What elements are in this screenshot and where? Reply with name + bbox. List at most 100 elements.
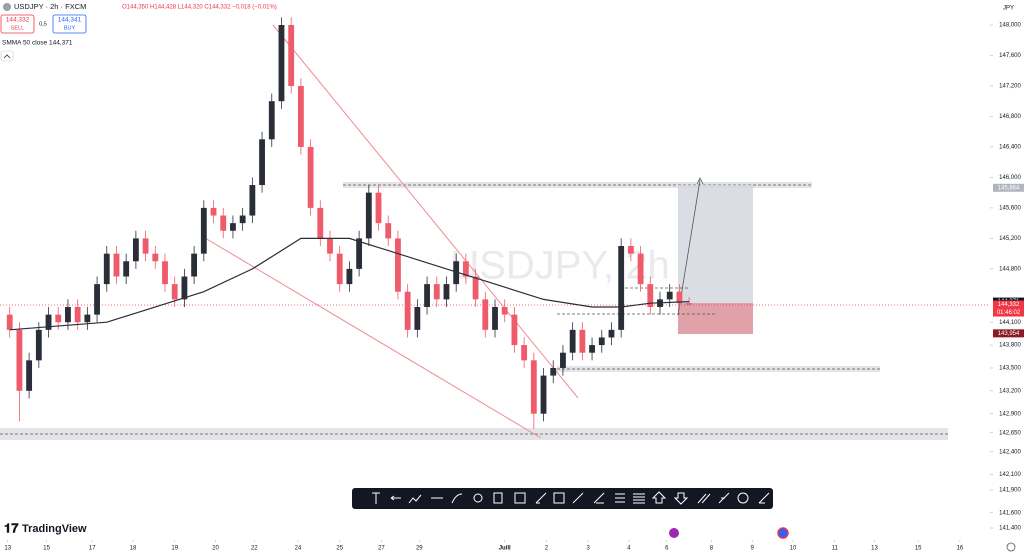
- x-tick-label: 2: [545, 546, 549, 552]
- candle-body: [142, 238, 149, 254]
- candle-body: [356, 238, 363, 269]
- tool-circle[interactable]: [473, 493, 483, 503]
- plot: [6, 17, 693, 429]
- tool-text[interactable]: [372, 492, 380, 504]
- y-tick-label: 143,500: [999, 366, 1021, 372]
- candle-body: [239, 215, 246, 224]
- price-tag-label: 145,864: [998, 185, 1020, 191]
- tool-ruler[interactable]: [718, 492, 730, 504]
- candle-body: [608, 329, 615, 338]
- x-tick-label: 16: [957, 546, 964, 552]
- y-tick-label: 146,400: [999, 145, 1021, 151]
- candle-body: [268, 101, 275, 140]
- price-tag-label: 144,332: [998, 302, 1020, 308]
- resistance-zone: [343, 182, 812, 188]
- tool-fib[interactable]: [615, 493, 625, 503]
- candle-body: [647, 284, 654, 307]
- candle-body: [482, 299, 489, 330]
- candle-body: [424, 284, 430, 307]
- tool-zoom[interactable]: [737, 492, 749, 504]
- tool-brush[interactable]: [535, 492, 547, 504]
- settings-icon[interactable]: [1006, 542, 1016, 552]
- candle-body: [395, 238, 401, 292]
- price-tag: [993, 300, 1024, 317]
- candle-body: [550, 367, 557, 376]
- candle-body: [297, 85, 304, 147]
- candle-body: [278, 25, 285, 102]
- y-tick-label: 145,200: [999, 236, 1021, 242]
- x-tick-label: 11: [832, 546, 839, 552]
- tool-lines[interactable]: [633, 493, 645, 504]
- smma-line: [9, 237, 690, 331]
- event-icon[interactable]: [669, 528, 679, 538]
- candle-body: [618, 246, 625, 330]
- tool-long[interactable]: [651, 491, 667, 504]
- price-tag: [993, 183, 1024, 192]
- candle-body: [45, 314, 52, 330]
- x-tick-label: 4: [627, 546, 631, 552]
- candle-body: [676, 291, 683, 304]
- candle-body: [132, 238, 139, 262]
- axis-unit: JPY: [1003, 6, 1014, 12]
- tool-range[interactable]: [493, 492, 503, 504]
- x-tick-label: 18: [130, 546, 137, 552]
- y-tick-label: 143,800: [999, 343, 1021, 349]
- y-tick-label: 147,600: [999, 53, 1021, 59]
- candle-body: [569, 329, 576, 353]
- tool-pen[interactable]: [593, 492, 605, 504]
- price-axis: [990, 0, 1024, 554]
- ohlc: O144,350 H144,428 L144,320 C144,332 −0,0…: [122, 5, 277, 11]
- axes: 148,000 147,600 147,200 146,800 146,400 146,0…: [4, 23, 1024, 552]
- candle-body: [200, 207, 207, 254]
- candle-body: [113, 253, 120, 277]
- y-tick-label: 144,100: [999, 320, 1021, 326]
- x-tick-label: 17: [89, 546, 96, 552]
- tool-grid[interactable]: [553, 492, 565, 504]
- event-icon[interactable]: [777, 527, 789, 539]
- candle-body: [492, 306, 498, 330]
- candle-body: [472, 276, 479, 300]
- tool-curve[interactable]: [451, 493, 463, 504]
- candle-body: [259, 139, 265, 186]
- tool-rect[interactable]: [514, 492, 526, 504]
- sell-button[interactable]: [0, 14, 35, 34]
- candle-body: [433, 284, 440, 300]
- candle-body: [94, 284, 100, 315]
- logo-mark: 𝟏𝟕: [4, 520, 19, 535]
- tool-short[interactable]: [673, 492, 689, 505]
- tool-path[interactable]: [408, 494, 422, 504]
- x-tick-label: 24: [295, 546, 302, 552]
- candle-body: [453, 261, 460, 285]
- y-tick-label: 144,800: [999, 266, 1021, 272]
- collapse-button[interactable]: [0, 50, 14, 62]
- y-tick-label: 146,000: [999, 175, 1021, 181]
- candle-body: [123, 261, 130, 277]
- x-tick-label: 8: [710, 546, 714, 552]
- candle-body: [65, 306, 71, 323]
- x-tick-label: 15: [43, 546, 50, 552]
- x-tick-label: 9: [751, 546, 755, 552]
- x-tick-label: 20: [212, 546, 219, 552]
- y-tick-label: 147,200: [999, 84, 1021, 90]
- y-tick-label: 148,000: [999, 23, 1021, 29]
- buy-button[interactable]: [52, 14, 87, 34]
- header: USDJPY · 2h · FXCM O144,350 H144,428 L14…: [0, 2, 277, 62]
- candle-body: [365, 192, 372, 239]
- symbol-icon: [3, 3, 11, 11]
- candle-body: [327, 238, 333, 254]
- y-tick-label: 141,600: [999, 510, 1021, 516]
- indicator-legend: SMMA 50 close 144,371: [2, 40, 73, 47]
- candle-body: [249, 185, 256, 216]
- tool-measure[interactable]: [697, 493, 711, 504]
- tool-arrow[interactable]: [390, 495, 401, 501]
- candle-body: [210, 207, 217, 216]
- candle-body: [74, 306, 81, 323]
- candle-body: [637, 253, 644, 285]
- y-tick-label: 142,400: [999, 449, 1021, 455]
- x-tick-label: 25: [336, 546, 343, 552]
- tool-eraser[interactable]: [758, 492, 770, 504]
- y-tick-label: 142,650: [999, 430, 1021, 436]
- tool-line[interactable]: [572, 492, 584, 504]
